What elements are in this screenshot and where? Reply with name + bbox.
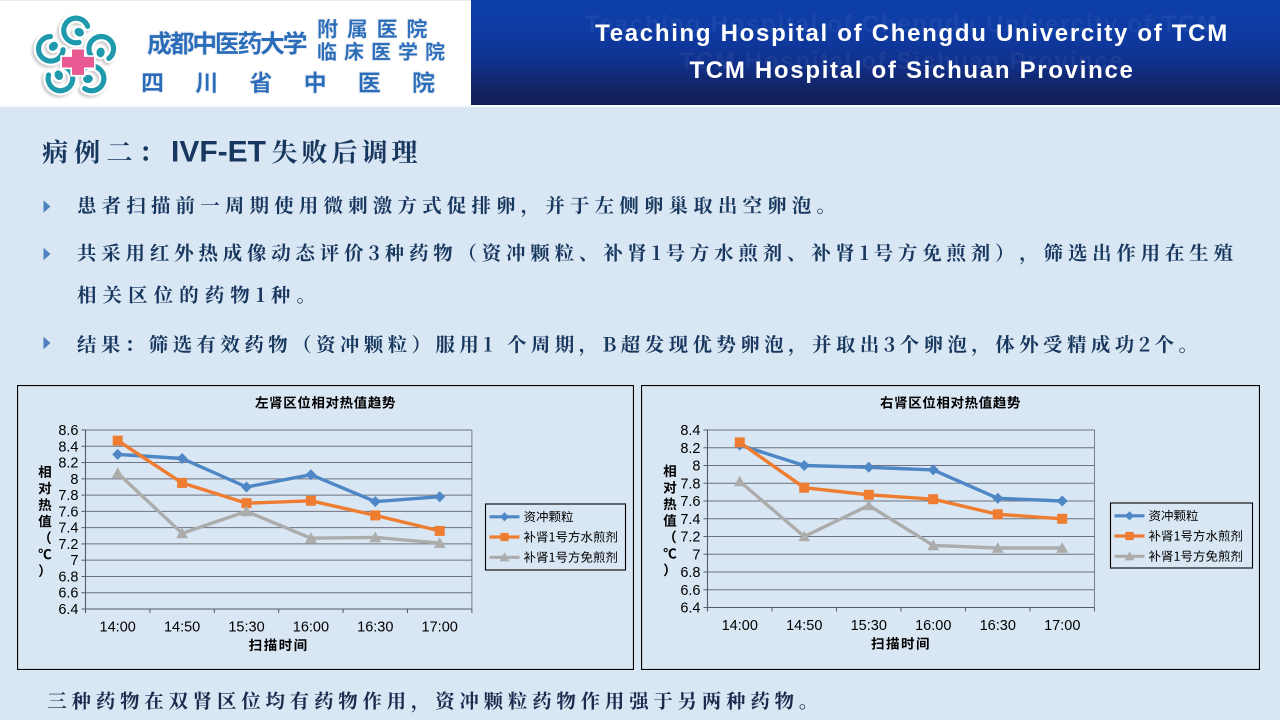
svg-text:8.4: 8.4 (58, 439, 78, 455)
svg-text:7.2: 7.2 (58, 537, 78, 553)
svg-text:14:00: 14:00 (722, 618, 758, 634)
svg-text:8.6: 8.6 (58, 423, 78, 439)
svg-text:16:30: 16:30 (357, 620, 393, 636)
svg-text:7.6: 7.6 (680, 494, 700, 510)
svg-text:7.2: 7.2 (680, 530, 700, 546)
svg-text:7: 7 (70, 553, 78, 569)
svg-text:6.4: 6.4 (58, 602, 78, 618)
svg-text:7.4: 7.4 (58, 521, 78, 537)
svg-text:16:00: 16:00 (293, 620, 329, 636)
svg-text:6.8: 6.8 (680, 565, 700, 581)
svg-text:6.8: 6.8 (58, 569, 78, 585)
svg-text:8.4: 8.4 (680, 423, 700, 439)
svg-text:14:50: 14:50 (164, 620, 200, 636)
svg-text:7.8: 7.8 (58, 488, 78, 504)
svg-text:8.2: 8.2 (680, 441, 700, 457)
svg-text:6.6: 6.6 (58, 586, 78, 602)
svg-text:7.4: 7.4 (680, 512, 700, 528)
svg-text:14:50: 14:50 (786, 618, 822, 634)
svg-text:16:30: 16:30 (980, 618, 1016, 634)
svg-text:15:30: 15:30 (851, 618, 887, 634)
svg-text:17:00: 17:00 (1044, 618, 1080, 634)
svg-text:17:00: 17:00 (422, 620, 458, 636)
svg-text:14:00: 14:00 (100, 620, 136, 636)
svg-text:8.2: 8.2 (58, 456, 78, 472)
svg-text:16:00: 16:00 (915, 618, 951, 634)
svg-text:15:30: 15:30 (228, 620, 264, 636)
svg-text:8: 8 (70, 472, 78, 488)
svg-text:6.6: 6.6 (680, 583, 700, 599)
svg-text:8: 8 (692, 459, 700, 475)
svg-text:7.8: 7.8 (680, 476, 700, 492)
svg-text:6.4: 6.4 (680, 601, 700, 617)
svg-text:IVF-ET: IVF-ET (171, 136, 266, 169)
svg-text:7.6: 7.6 (58, 504, 78, 520)
svg-text:7: 7 (692, 547, 700, 563)
